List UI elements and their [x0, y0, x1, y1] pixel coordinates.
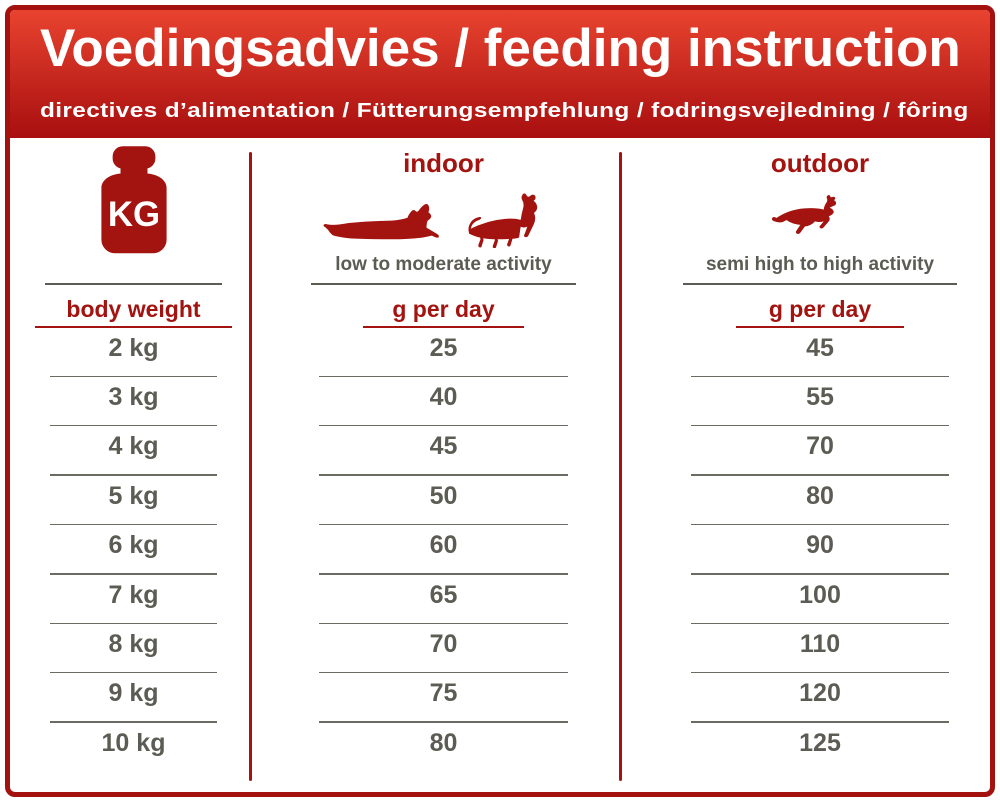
svg-text:KG: KG: [107, 195, 159, 234]
